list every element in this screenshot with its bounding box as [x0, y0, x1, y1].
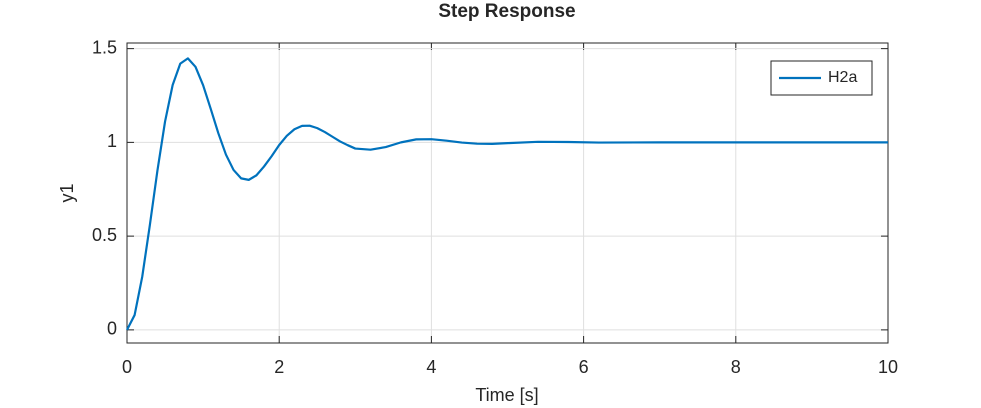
x-axis-label: Time [s] [475, 385, 538, 405]
y-tick-label: 0 [107, 319, 117, 339]
legend-box [770, 60, 873, 96]
chart-title: Step Response [438, 1, 575, 22]
x-tick-label: 8 [731, 357, 741, 377]
y-axis-label: y1 [57, 183, 77, 202]
data-line [126, 57, 888, 331]
x-tick-label: 6 [579, 357, 589, 377]
x-tick-label: 10 [878, 357, 898, 377]
x-tick-label: 4 [426, 357, 436, 377]
legend-label: H2a [828, 69, 857, 86]
axes-box [126, 42, 889, 344]
y-tick-label: 1 [107, 131, 117, 151]
y-tick-label: 0.5 [92, 225, 117, 245]
x-tick-label: 0 [122, 357, 132, 377]
x-tick-label: 2 [274, 357, 284, 377]
y-tick-label: 1.5 [92, 37, 117, 57]
